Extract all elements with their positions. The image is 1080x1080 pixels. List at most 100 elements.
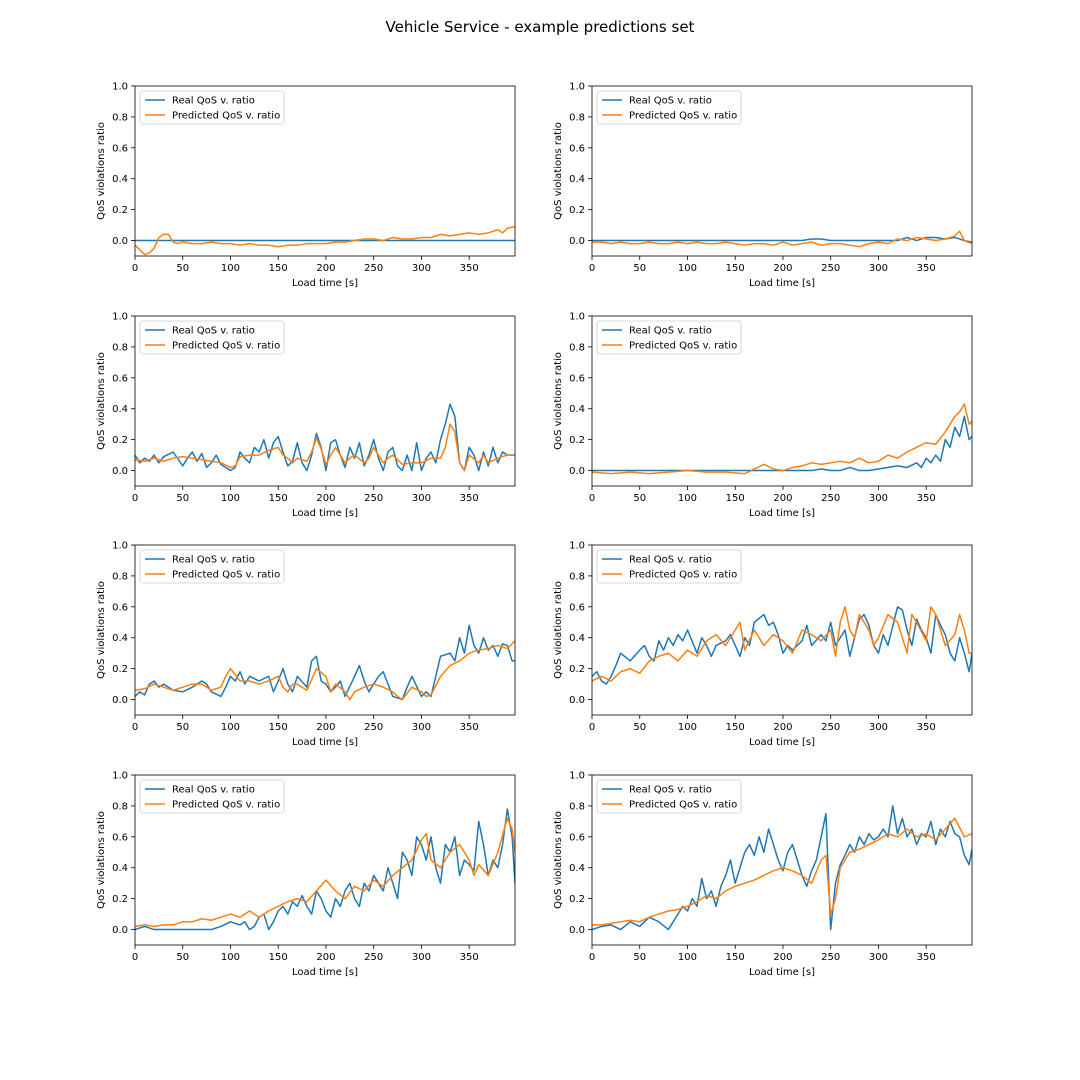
legend-box <box>596 549 742 584</box>
plot-frame <box>591 315 973 487</box>
x-tick-label: 200 <box>316 722 335 733</box>
subplot-1: 0 50 100 150 200 250 300 350 0.0 0.2 0.4 0.6 0.8 1.0 L… <box>96 82 516 289</box>
legend-label-predicted: Predicted QoS v. ratio <box>629 111 737 122</box>
x-tick-label: 0 <box>132 493 138 504</box>
legend-label-real: Real QoS v. ratio <box>629 555 712 566</box>
y-tick-label: 1.0 <box>569 82 585 93</box>
x-tick-label: 0 <box>589 263 595 274</box>
x-tick-label: 50 <box>633 493 646 504</box>
x-tick-label: 100 <box>678 722 697 733</box>
y-tick-label: 0.8 <box>112 112 128 123</box>
x-tick-label: 150 <box>269 722 288 733</box>
x-tick-label: 350 <box>917 263 936 274</box>
y-tick-label: 0.2 <box>112 205 128 216</box>
y-axis-label: QoS violations ratio <box>553 122 564 220</box>
legend-box <box>139 320 285 355</box>
y-tick-label: 0.4 <box>112 633 128 644</box>
y-tick-label: 1.0 <box>112 771 128 782</box>
legend-box <box>596 320 742 355</box>
y-tick-label: 0.0 <box>112 466 128 477</box>
series-line-real <box>592 606 972 685</box>
x-tick-label: 350 <box>917 493 936 504</box>
x-tick-label: 100 <box>221 952 240 963</box>
y-tick-label: 0.0 <box>112 236 128 247</box>
legend-box <box>139 549 285 584</box>
series-line-predicted <box>135 423 515 472</box>
x-tick-label: 150 <box>726 493 745 504</box>
legend-label-predicted: Predicted QoS v. ratio <box>172 341 280 352</box>
series-line-predicted <box>135 640 515 701</box>
x-tick-label: 350 <box>460 952 479 963</box>
x-tick-label: 100 <box>678 493 697 504</box>
legend-box <box>596 90 742 125</box>
x-tick-label: 150 <box>726 722 745 733</box>
y-axis-label: QoS violations ratio <box>553 811 564 909</box>
y-tick-label: 0.6 <box>112 832 128 843</box>
y-tick-label: 0.4 <box>569 863 585 874</box>
y-tick-label: 0.4 <box>569 404 585 415</box>
plot-frame <box>591 85 973 257</box>
x-tick-label: 100 <box>221 263 240 274</box>
y-tick-label: 0.0 <box>569 236 585 247</box>
subplot-4: 0 50 100 150 200 250 300 350 0.0 0.2 0.4 0.6 0.8 1.0 L… <box>553 312 973 519</box>
x-tick-label: 300 <box>412 493 431 504</box>
x-tick-label: 0 <box>132 722 138 733</box>
y-tick-label: 0.4 <box>112 174 128 185</box>
legend-label-predicted: Predicted QoS v. ratio <box>172 111 280 122</box>
y-tick-label: 0.2 <box>569 435 585 446</box>
x-tick-label: 150 <box>726 263 745 274</box>
legend-label-real: Real QoS v. ratio <box>172 96 255 107</box>
y-tick-label: 0.2 <box>569 205 585 216</box>
x-tick-label: 200 <box>773 952 792 963</box>
y-tick-label: 0.8 <box>112 342 128 353</box>
x-axis-label: Load time [s] <box>749 967 815 978</box>
y-tick-label: 0.6 <box>112 143 128 154</box>
y-axis-label: QoS violations ratio <box>96 122 107 220</box>
x-tick-label: 300 <box>869 952 888 963</box>
y-tick-label: 0.6 <box>569 373 585 384</box>
legend-label-predicted: Predicted QoS v. ratio <box>172 570 280 581</box>
x-tick-label: 250 <box>364 263 383 274</box>
x-tick-label: 0 <box>132 263 138 274</box>
legend-label-predicted: Predicted QoS v. ratio <box>629 800 737 811</box>
y-tick-label: 1.0 <box>569 541 585 552</box>
x-tick-label: 350 <box>917 952 936 963</box>
legend-box <box>139 779 285 814</box>
y-axis-label: QoS violations ratio <box>553 352 564 450</box>
y-tick-label: 0.2 <box>569 664 585 675</box>
plot-frame <box>134 315 516 487</box>
legend-label-predicted: Predicted QoS v. ratio <box>172 800 280 811</box>
series-line-predicted <box>135 225 515 256</box>
y-tick-label: 0.4 <box>569 633 585 644</box>
legend-label-real: Real QoS v. ratio <box>172 785 255 796</box>
plot-frame <box>134 544 516 716</box>
y-axis-label: QoS violations ratio <box>96 352 107 450</box>
y-tick-label: 1.0 <box>112 312 128 323</box>
x-tick-label: 200 <box>773 493 792 504</box>
plot-frame <box>591 544 973 716</box>
x-tick-label: 100 <box>678 952 697 963</box>
y-tick-label: 1.0 <box>112 541 128 552</box>
x-tick-label: 300 <box>869 722 888 733</box>
y-tick-label: 1.0 <box>569 312 585 323</box>
subplot-7: 0 50 100 150 200 250 300 350 0.0 0.2 0.4 0.6 0.8 1.0 L… <box>96 771 516 978</box>
y-tick-label: 0.2 <box>112 435 128 446</box>
x-tick-label: 200 <box>773 722 792 733</box>
y-tick-label: 0.0 <box>569 466 585 477</box>
x-tick-label: 150 <box>726 952 745 963</box>
y-tick-label: 0.8 <box>569 342 585 353</box>
legend-label-real: Real QoS v. ratio <box>629 785 712 796</box>
x-tick-label: 0 <box>132 952 138 963</box>
y-tick-label: 0.8 <box>569 571 585 582</box>
x-tick-label: 50 <box>176 263 189 274</box>
y-tick-label: 0.2 <box>112 664 128 675</box>
series-line-predicted <box>592 606 972 682</box>
y-tick-label: 0.4 <box>112 404 128 415</box>
x-tick-label: 100 <box>221 722 240 733</box>
y-tick-label: 0.2 <box>569 894 585 905</box>
legend-label-predicted: Predicted QoS v. ratio <box>629 570 737 581</box>
x-tick-label: 100 <box>678 263 697 274</box>
x-tick-label: 300 <box>412 263 431 274</box>
x-tick-label: 250 <box>821 952 840 963</box>
x-tick-label: 350 <box>460 263 479 274</box>
